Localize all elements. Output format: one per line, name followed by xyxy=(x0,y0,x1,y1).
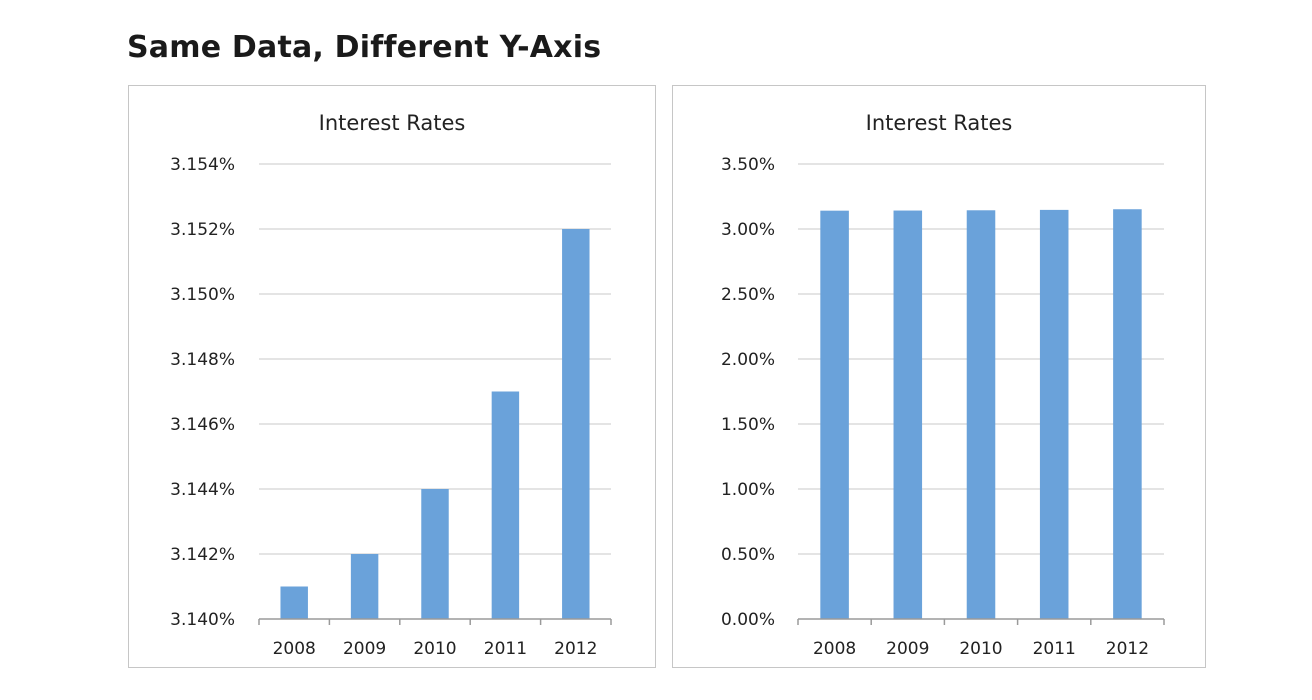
x-tick-label: 2010 xyxy=(959,639,1002,659)
y-tick-label: 3.140% xyxy=(170,610,235,630)
y-tick-label: 0.00% xyxy=(721,610,775,630)
y-tick-label: 0.50% xyxy=(721,545,775,565)
x-tick-label: 2009 xyxy=(343,639,386,659)
y-tick-label: 2.50% xyxy=(721,285,775,305)
x-tick-label: 2008 xyxy=(273,639,316,659)
y-tick-label: 1.00% xyxy=(721,480,775,500)
y-tick-label: 1.50% xyxy=(721,415,775,435)
bar-2011 xyxy=(491,391,520,619)
y-tick-label: 2.00% xyxy=(721,350,775,370)
chart-title: Interest Rates xyxy=(319,111,466,135)
y-tick-label: 3.00% xyxy=(721,220,775,240)
chart-zero-axis: Interest Rates 0.00% 0.50% 1.00% 1.50% 2.00% 2… xyxy=(721,111,1165,659)
page-title: Same Data, Different Y-Axis xyxy=(127,30,602,65)
chart-panel-narrow-axis: Interest Rates 3.140% 3.142% 3.144% 3.146% 3.… xyxy=(128,85,656,668)
bar-2011 xyxy=(1039,209,1069,619)
x-tick-label: 2011 xyxy=(1033,639,1076,659)
bar-2008 xyxy=(280,586,308,619)
y-tick-label: 3.146% xyxy=(170,415,235,435)
bar-2009 xyxy=(350,554,379,619)
chart-title: Interest Rates xyxy=(866,111,1013,135)
chart-narrow-axis: Interest Rates 3.140% 3.142% 3.144% 3.146% 3.… xyxy=(170,111,612,659)
y-tick-label: 3.148% xyxy=(170,350,235,370)
y-tick-label: 3.144% xyxy=(170,480,235,500)
bar-2009 xyxy=(893,210,923,619)
y-tick-label: 3.154% xyxy=(170,155,235,175)
y-tick-label: 3.50% xyxy=(721,155,775,175)
bar-2010 xyxy=(966,210,996,619)
x-tick-label: 2010 xyxy=(413,639,456,659)
y-tick-label: 3.142% xyxy=(170,545,235,565)
y-tick-label: 3.152% xyxy=(170,220,235,240)
bar-2010 xyxy=(421,489,449,619)
x-tick-label: 2012 xyxy=(554,639,597,659)
x-tick-label: 2011 xyxy=(484,639,527,659)
x-tick-label: 2009 xyxy=(886,639,929,659)
bar-2012 xyxy=(1113,209,1142,619)
x-tick-label: 2008 xyxy=(813,639,856,659)
x-tick-label: 2012 xyxy=(1106,639,1149,659)
bar-2008 xyxy=(820,210,849,620)
y-tick-label: 3.150% xyxy=(170,285,235,305)
chart-panel-zero-axis: Interest Rates 0.00% 0.50% 1.00% 1.50% 2.00% 2… xyxy=(672,85,1206,668)
bar-2012 xyxy=(562,229,590,619)
